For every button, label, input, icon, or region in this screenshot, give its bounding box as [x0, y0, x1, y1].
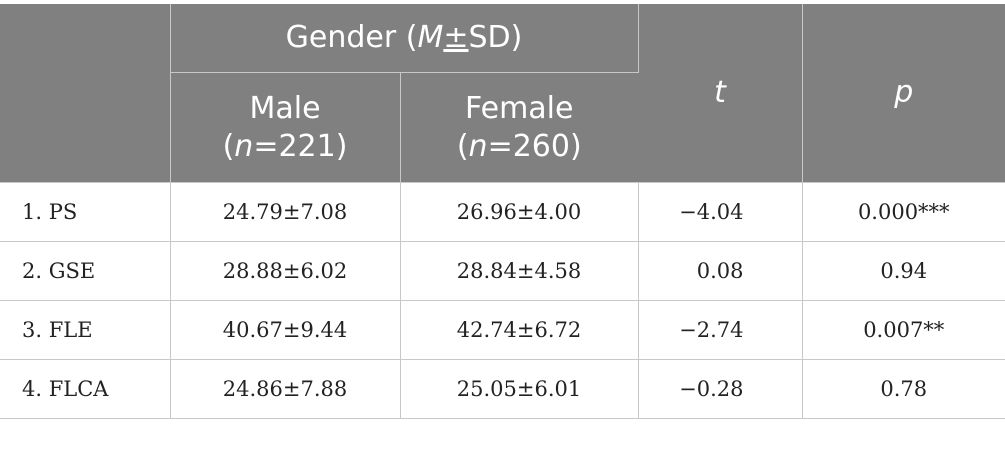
p-value: 0.007** [802, 300, 1005, 360]
gender-m: M [417, 20, 444, 55]
male-n-var: n [234, 128, 254, 164]
female-value: 28.84±4.58 [400, 241, 639, 301]
female-label: Female [465, 90, 574, 126]
female-value: 25.05±6.01 [400, 359, 639, 419]
p-value: 0.78 [802, 359, 1005, 419]
gender-prefix: Gender ( [285, 20, 418, 55]
header-p: p [802, 4, 1005, 183]
p-value: 0.000*** [802, 182, 1005, 242]
female-n-var: n [468, 128, 488, 164]
male-value: 28.88±6.02 [170, 241, 401, 301]
header-female: Female (n=260) [400, 72, 639, 183]
t-value: −0.28 [638, 359, 803, 419]
table-row: 3. FLE 40.67±9.44 42.74±6.72 −2.74 0.007… [0, 300, 1005, 360]
t-value: 0.08 [638, 241, 803, 301]
female-n-open: ( [456, 128, 469, 164]
header-row-2: Male (n=221) Female (n=260) [0, 72, 1005, 183]
row-label: 2. GSE [0, 241, 171, 301]
t-value: −2.74 [638, 300, 803, 360]
p-value: 0.94 [802, 241, 1005, 301]
header-empty-cell [0, 4, 171, 183]
male-value: 24.86±7.88 [170, 359, 401, 419]
table-row: 2. GSE 28.88±6.02 28.84±4.58 0.08 0.94 [0, 241, 1005, 301]
results-table: Gender (M±SD) t p Male (n=221) Female (n… [0, 4, 1005, 419]
table-body: 1. PS 24.79±7.08 26.96±4.00 −4.04 0.000*… [0, 182, 1005, 419]
header-male: Male (n=221) [170, 72, 401, 183]
header-gender: Gender (M±SD) [170, 4, 639, 73]
table-header: Gender (M±SD) t p Male (n=221) Female (n… [0, 4, 1005, 183]
female-value: 42.74±6.72 [400, 300, 639, 360]
female-n-value: =260) [487, 128, 582, 164]
gender-suffix: SD) [468, 20, 523, 55]
female-value: 26.96±4.00 [400, 182, 639, 242]
male-n: (n=221) [171, 128, 400, 166]
table-row: 1. PS 24.79±7.08 26.96±4.00 −4.04 0.000*… [0, 182, 1005, 242]
male-n-value: =221) [253, 128, 348, 164]
female-n: (n=260) [401, 128, 639, 166]
row-label: 1. PS [0, 182, 171, 242]
row-label: 3. FLE [0, 300, 171, 360]
male-label: Male [249, 90, 321, 126]
header-t: t [638, 4, 803, 183]
male-n-open: ( [222, 128, 235, 164]
male-value: 40.67±9.44 [170, 300, 401, 360]
row-label: 4. FLCA [0, 359, 171, 419]
male-value: 24.79±7.08 [170, 182, 401, 242]
t-value: −4.04 [638, 182, 803, 242]
table-row: 4. FLCA 24.86±7.88 25.05±6.01 −0.28 0.78 [0, 359, 1005, 419]
gender-pm: ± [443, 20, 469, 55]
header-row-1: Gender (M±SD) t p [0, 4, 1005, 183]
